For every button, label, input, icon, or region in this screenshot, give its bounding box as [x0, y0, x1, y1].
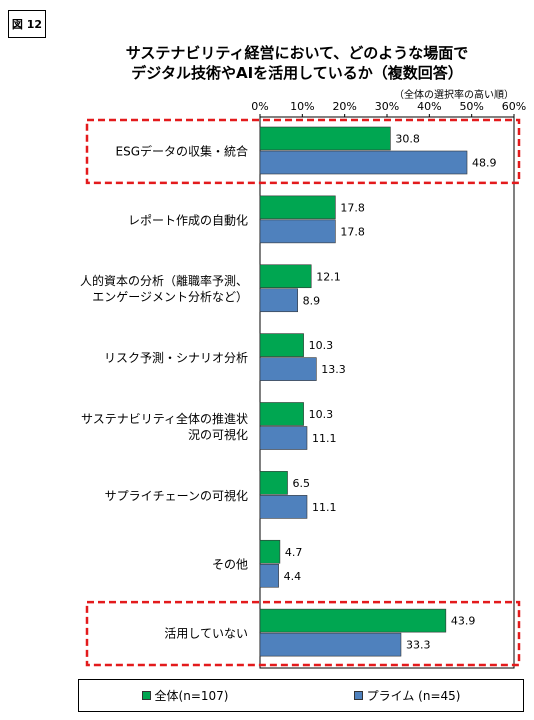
data-label: 4.4	[284, 570, 302, 583]
category-label: レポート作成の自動化	[128, 213, 248, 227]
figure-label: 図 12	[8, 10, 46, 38]
x-tick-label: 20%	[332, 100, 356, 113]
data-label: 10.3	[309, 339, 334, 352]
bar	[259, 126, 391, 151]
bar	[259, 264, 312, 289]
data-label: 8.9	[303, 294, 321, 307]
category-label: 活用していない	[164, 627, 248, 641]
data-label: 11.1	[312, 501, 337, 514]
bar	[259, 357, 317, 381]
data-label: 17.8	[340, 201, 365, 214]
x-tick-label: 30%	[375, 100, 399, 113]
data-label: 12.1	[316, 270, 341, 283]
category-label: エンゲージメント分析など）	[92, 290, 248, 304]
x-tick-label: 10%	[290, 100, 314, 113]
bar	[259, 471, 288, 495]
bar	[259, 608, 447, 633]
category-label: その他	[212, 558, 248, 572]
data-label: 33.3	[406, 639, 431, 652]
bar	[259, 539, 281, 564]
bar	[259, 219, 336, 244]
category-label: サプライチェーンの可視化	[105, 488, 248, 503]
bar	[259, 563, 279, 588]
category-label: 況の可視化	[188, 427, 248, 442]
bar	[259, 495, 308, 519]
category-label: ESGデータの収集・統合	[116, 143, 249, 158]
chart-title-line2: デジタル技術やAIを活用しているか（複数回答）	[131, 64, 463, 82]
data-label: 30.8	[395, 133, 420, 146]
legend-swatch-all	[141, 691, 151, 700]
category-label: サステナビリティ全体の推進状	[81, 411, 248, 426]
legend-item-prime: プライム (n=45)	[353, 687, 461, 704]
chart-note: （全体の選択率の高い順）	[394, 90, 514, 101]
bar	[259, 402, 304, 426]
data-label: 4.7	[285, 546, 303, 559]
data-label: 6.5	[293, 477, 311, 490]
legend-label-all: 全体(n=107)	[154, 689, 229, 703]
bar	[259, 288, 298, 313]
data-label: 10.3	[309, 408, 334, 421]
data-label: 17.8	[340, 225, 365, 238]
x-tick-label: 0%	[251, 100, 268, 113]
bar	[259, 150, 468, 175]
data-label: 13.3	[321, 363, 346, 376]
bar	[259, 333, 304, 357]
highlight-box	[85, 600, 521, 667]
bar	[259, 632, 402, 657]
x-tick-label: 50%	[459, 100, 483, 113]
bar	[259, 195, 336, 220]
data-label: 11.1	[312, 432, 337, 445]
legend-swatch-prime	[353, 691, 363, 700]
highlight-box	[85, 118, 521, 185]
legend-item-all: 全体(n=107)	[141, 687, 229, 704]
category-label: リスク予測・シナリオ分析	[104, 351, 248, 365]
chart-legend: 全体(n=107) プライム (n=45)	[78, 679, 524, 712]
x-tick-label: 40%	[417, 100, 441, 113]
data-label: 48.9	[472, 157, 497, 170]
category-label: 人的資本の分析（離職率予測、	[80, 273, 248, 288]
legend-label-prime: プライム (n=45)	[366, 689, 461, 703]
data-label: 43.9	[451, 615, 476, 628]
bar	[259, 426, 308, 450]
x-tick-label: 60%	[502, 100, 526, 113]
chart-title-line1: サステナビリティ経営において、どのような場面で	[125, 44, 469, 62]
